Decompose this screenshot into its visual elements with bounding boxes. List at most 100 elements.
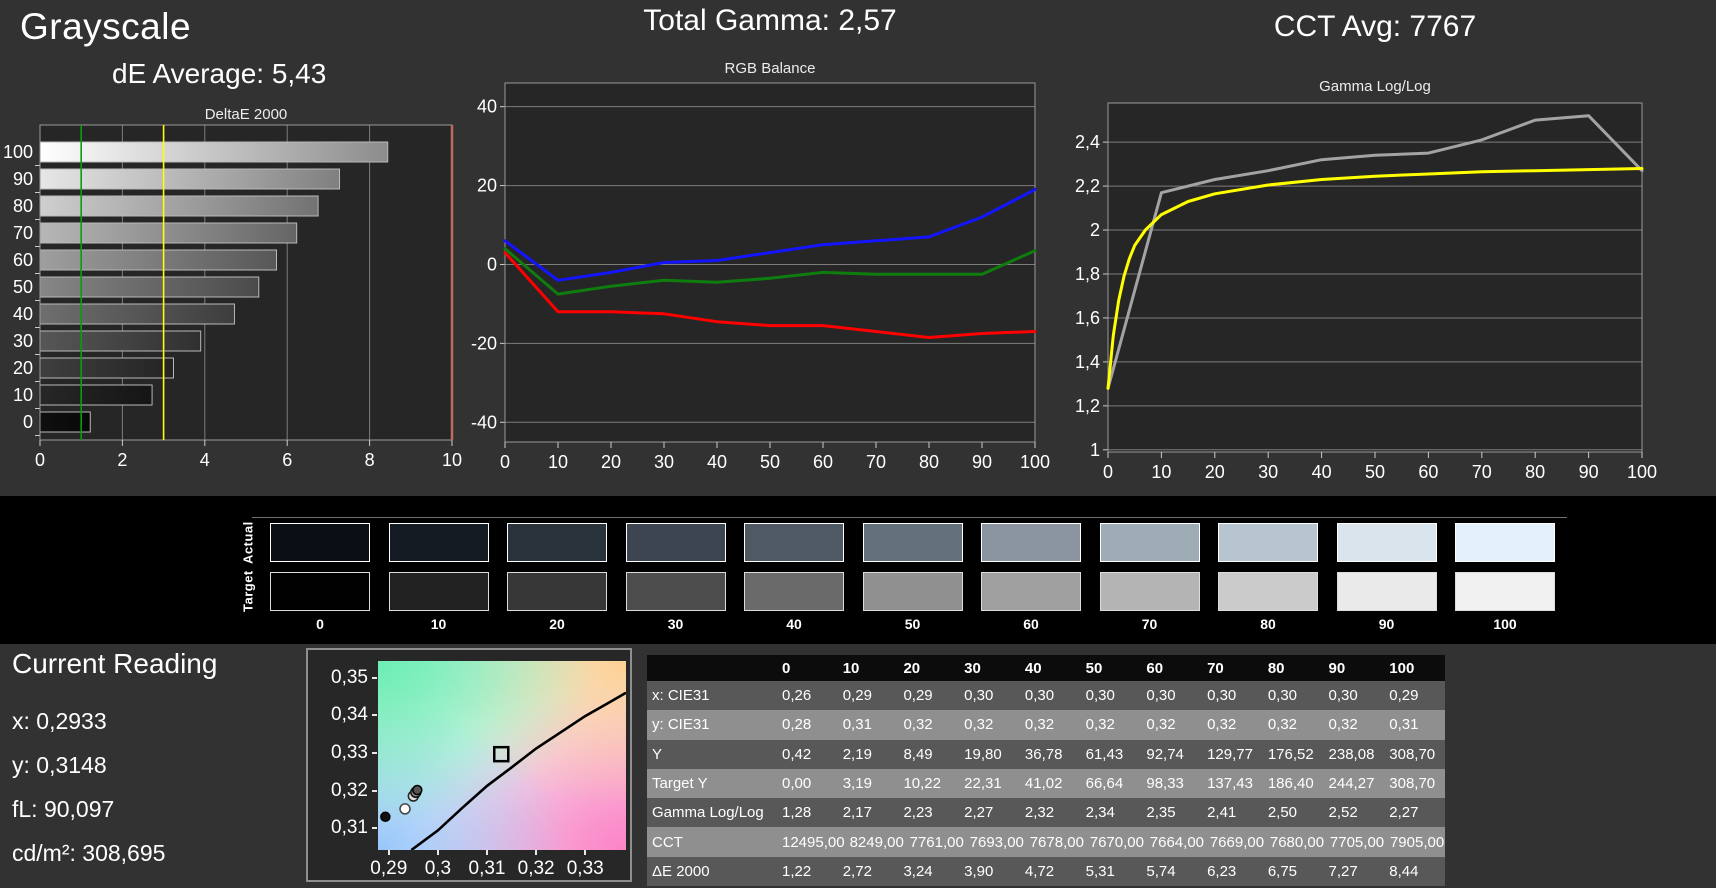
table-cell: 2,27 [1389,804,1419,822]
table-cell: 66,64 [1085,775,1124,793]
x-axis-label: 90 [972,452,992,470]
table-cell: 1,22 [782,862,812,880]
cie-x-axis-tick [584,850,587,855]
cie-x-axis-tick [486,850,489,855]
column-header: 30 [964,659,981,677]
table-cell: 137,43 [1207,775,1253,793]
table-cell: 2,23 [903,804,933,822]
table-header-row: 0 10 20 30 40 50 60 70 80 90 100 [647,655,1445,681]
y-axis-label: 30 [13,331,33,351]
table-cell: 0,32 [903,716,933,734]
table-cell: 3,19 [842,775,872,793]
cie-y-axis-label: 0,33 [331,742,368,764]
y-axis-label: 50 [13,277,33,297]
table-cell: 0,32 [1328,716,1358,734]
cie-plot-area [378,661,627,852]
deltae-bar-10 [39,384,153,406]
deltae-bar-50 [39,276,260,298]
y-axis-label: 1,2 [1075,396,1100,416]
series-blue [503,188,1037,282]
table-cell: 0,31 [1389,716,1419,734]
table-cell: 0,32 [1085,716,1115,734]
table-cell: 186,40 [1267,775,1314,793]
swatch-target-60 [981,572,1081,611]
measurement-point-1 [399,803,411,815]
swatch-level-label: 40 [786,616,802,632]
y-axis-label: 10 [13,385,33,405]
white-point-target-marker [493,745,510,763]
plot-background [1108,103,1642,452]
table-cell: 7,27 [1328,862,1358,880]
x-axis-label: 100 [1020,452,1050,470]
cie-x-axis-label: 0,31 [468,858,506,879]
table-cell: 5,31 [1085,862,1115,880]
swatch-target-80 [1218,572,1318,611]
table-cell: 7705,00 [1329,833,1385,851]
cie-x-axis-tick [436,850,439,855]
table-cell: 0,29 [842,687,872,705]
de-average-readout: dE Average: 5,43 [112,58,327,89]
column-header: 10 [842,659,860,677]
column-header: 80 [1267,659,1285,677]
table-cell: 0,30 [1328,687,1358,705]
y-axis-label: 1,6 [1075,308,1100,328]
table-cell: 238,08 [1328,745,1375,763]
plot-background [505,83,1035,442]
table-row-gamma-log-log: Gamma Log/Log 1,28 2,17 2,23 2,27 2,32 2,34 2,3… [647,798,1445,828]
y-axis-label: 2,4 [1075,132,1100,152]
series-target-gamma [1106,167,1644,390]
measurement-table: 0 10 20 30 40 50 60 70 80 90 100 x: CIE31 0,26 0,29 0,… [647,655,1445,887]
y-axis-label: 2 [1090,220,1100,240]
y-axis-label: 90 [13,169,33,189]
cie-y-axis-label: 0,35 [331,666,368,688]
swatch-level-label: 80 [1260,616,1276,632]
table-cell: 7670,00 [1089,833,1144,851]
table-cell: 2,32 [1024,804,1055,822]
y-axis-label: 40 [13,304,33,324]
y-axis-label: 2,2 [1075,176,1100,196]
x-axis-label: 40 [1312,462,1332,482]
table-cell: 129,77 [1207,745,1253,763]
swatch-target-90 [1336,572,1437,611]
table-cell: 176,52 [1267,745,1314,763]
cie-y-axis-tick [372,714,377,717]
table-cell: 0,42 [782,745,812,763]
cie-chromaticity-panel: 0,35 0,34 0,33 0,32 0,31 0,29 0,3 0,31 0,32 0,33 [306,648,632,882]
cie-x-axis-tick [387,850,390,855]
row-label: Gamma Log/Log [652,804,764,822]
table-cell: 7680,00 [1269,833,1325,851]
current-reading-title: Current Reading [12,648,218,679]
series-measured-gamma [1106,114,1644,390]
cie-overlay [380,691,627,852]
row-label: Target Y [652,775,708,793]
y-axis-label: -40 [471,412,497,432]
cie-y-axis-label: 0,31 [331,817,368,839]
column-header: 0 [782,659,791,677]
y-axis-label: 0 [487,254,497,274]
table-cell: 2,72 [842,862,872,880]
swatch-target-30 [625,572,726,611]
swatch-level-label: 100 [1493,616,1517,632]
swatch-column-50: 50 [862,523,963,632]
x-axis-label: 8 [365,450,375,470]
table-cell: 8,44 [1389,862,1419,880]
table-cell: 6,23 [1207,862,1237,880]
x-axis-label: 80 [1525,462,1545,482]
x-axis-label: 0 [35,450,45,470]
table-cell: 7693,00 [969,833,1024,851]
x-axis-label: 70 [1472,462,1492,482]
x-axis-label: 0 [1103,462,1113,482]
table-cell: 22,31 [964,775,1002,793]
swatch-actual-60 [981,523,1081,562]
cie-y-axis-label: 0,32 [331,779,368,801]
deltae-bar-30 [39,330,202,352]
table-row-cct: CCT 12495,00 8249,00 7761,00 7693,00 7678,00 7… [647,827,1445,857]
measurement-point-4 [412,784,423,796]
current-reading-x: x: 0,2933 [12,708,107,734]
table-cell: 7669,00 [1209,833,1265,851]
current-reading-cdm2: cd/m²: 308,695 [12,840,166,866]
page-title: Grayscale [20,6,192,47]
deltae-bar-20 [39,357,174,379]
